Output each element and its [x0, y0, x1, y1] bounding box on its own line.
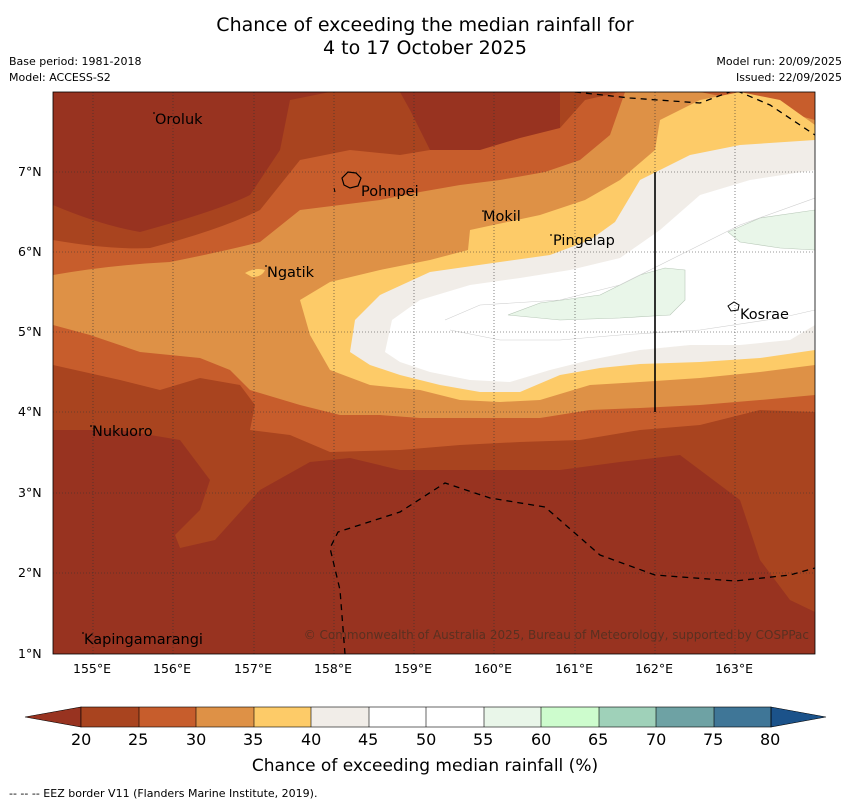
model-label: Model: ACCESS-S2 [9, 71, 111, 84]
colorbar-bin [311, 707, 369, 727]
colorbar-bin [426, 707, 484, 727]
colorbar-bin [656, 707, 714, 727]
colorbar-tick-label: 25 [128, 730, 149, 749]
kosrae-island-outline [727, 301, 740, 312]
colorbar-bin [196, 707, 254, 727]
colorbar-tick-label: 80 [760, 730, 781, 749]
colorbar-tick-label: 40 [301, 730, 322, 749]
colorbar-bin [254, 707, 311, 727]
place-label-kosrae: Kosrae [740, 307, 789, 323]
y-tick-label: 3°N [18, 485, 42, 500]
eez-borders [329, 92, 815, 654]
map-frame [52, 91, 816, 655]
contour-line-50 [444, 197, 815, 321]
x-tick-label: 155°E [73, 661, 112, 676]
model-run-label: Model run: 20/09/2025 [716, 55, 842, 68]
x-tick-label: 163°E [715, 661, 754, 676]
colorbar-under-arrow [24, 706, 82, 728]
colorbar-bin [139, 707, 196, 727]
colorbar-tick-label: 35 [243, 730, 264, 749]
place-label-pohnpei: Pohnpei [361, 184, 419, 200]
colorbar [24, 706, 827, 728]
place-label-kapingamarangi: Kapingamarangi [84, 632, 203, 648]
place-label-pingelap: Pingelap [553, 233, 615, 249]
colorbar-tick-label: 60 [531, 730, 552, 749]
place-label-mokil: Mokil [483, 209, 521, 225]
colorbar-bin [714, 707, 771, 727]
place-label-ngatik: Ngatik [267, 265, 315, 281]
y-tick-label: 1°N [18, 646, 42, 661]
y-tick-label: 6°N [18, 244, 42, 259]
colorbar-bin [369, 707, 426, 727]
rainfall-contours [53, 92, 815, 654]
colorbar-tick-label: 45 [358, 730, 379, 749]
place-label-nukuoro: Nukuoro [92, 424, 153, 440]
colorbar-over-arrow [770, 706, 827, 728]
copyright-notice: © Commonwealth of Australia 2025, Bureau… [303, 628, 809, 642]
y-tick-label: 5°N [18, 324, 42, 339]
gridlines [53, 92, 815, 654]
ant-atoll-mark [333, 187, 336, 193]
colorbar-bin [599, 707, 656, 727]
x-tick-label: 161°E [555, 661, 594, 676]
y-tick-label: 4°N [18, 404, 42, 419]
colorbar-tick-label: 30 [186, 730, 207, 749]
eez-border-north [574, 92, 815, 136]
contour-line-50b [449, 309, 815, 341]
issued-label: Issued: 22/09/2025 [735, 71, 842, 84]
x-tick-label: 157°E [234, 661, 273, 676]
chart-title-line2: 4 to 17 October 2025 [323, 37, 527, 59]
colorbar-tick-label: 65 [588, 730, 609, 749]
colorbar-tick-label: 55 [473, 730, 494, 749]
colorbar-tick-label: 70 [646, 730, 667, 749]
x-tick-label: 160°E [474, 661, 513, 676]
pohnpei-island-outline [341, 171, 362, 189]
colorbar-tick-label: 20 [71, 730, 92, 749]
contour-patch-ngatik [245, 269, 265, 277]
contour-55-60-patch-1 [507, 267, 686, 321]
x-tick-label: 162°E [635, 661, 674, 676]
x-tick-label: 156°E [153, 661, 192, 676]
eez-border-south [329, 482, 815, 654]
chart-title-line1: Chance of exceeding the median rainfall … [216, 14, 634, 36]
colorbar-bin [484, 707, 541, 727]
colorbar-tick-label: 50 [416, 730, 437, 749]
y-tick-label: 2°N [18, 565, 42, 580]
base-period-label: Base period: 1981-2018 [9, 55, 142, 68]
x-tick-label: 159°E [394, 661, 433, 676]
y-tick-label: 7°N [18, 164, 42, 179]
colorbar-bin [541, 707, 599, 727]
colorbar-title: Chance of exceeding median rainfall (%) [251, 756, 599, 776]
colorbar-tick-label: 75 [703, 730, 724, 749]
island-dots [82, 112, 552, 634]
x-tick-label: 158°E [314, 661, 353, 676]
eez-footnote: -- -- -- EEZ border V11 (Flanders Marine… [9, 787, 318, 800]
colorbar-bin [81, 707, 139, 727]
place-label-oroluk: Oroluk [155, 112, 203, 128]
